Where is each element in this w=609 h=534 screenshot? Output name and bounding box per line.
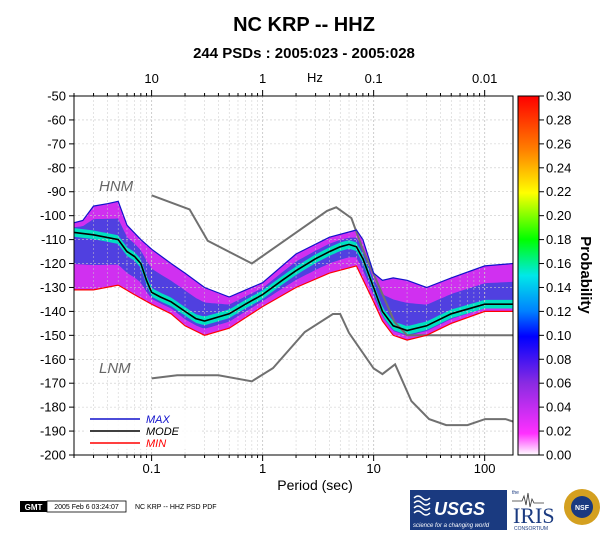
x-tick-label: 1 bbox=[259, 461, 266, 476]
plot-frame bbox=[73, 95, 514, 456]
iris-logo: the IRIS CONSORTIUM bbox=[512, 490, 555, 532]
lnm-label: LNM bbox=[99, 360, 131, 377]
legend-mode-label: MODE bbox=[146, 426, 180, 438]
y-tick-label: -70 bbox=[47, 136, 66, 151]
colorbar-tick-label: 0.12 bbox=[546, 304, 571, 319]
colorbar-tick-label: 0.04 bbox=[546, 400, 571, 415]
top-tick-label: 1 bbox=[259, 71, 266, 86]
colorbar-tick-label: 0.06 bbox=[546, 376, 571, 391]
top-tick-label: 0.1 bbox=[365, 71, 383, 86]
legend-min-label: MIN bbox=[146, 438, 166, 450]
seismogram-icon bbox=[512, 492, 544, 508]
max-line bbox=[74, 200, 513, 298]
lnm-line bbox=[151, 313, 513, 427]
x-axis-label: Period (sec) bbox=[277, 477, 352, 493]
colorbar-tick-label: 0.26 bbox=[546, 136, 571, 151]
y-tick-label: -50 bbox=[47, 89, 66, 104]
y-tick-label: -190 bbox=[40, 424, 66, 439]
colorbar-tick-label: 0.08 bbox=[546, 352, 571, 367]
iris-wordmark: IRIS bbox=[513, 503, 555, 528]
nsf-seal-inner bbox=[571, 496, 593, 518]
colorbar-tick-label: 0.24 bbox=[546, 160, 571, 175]
colorbar-tick-label: 0.20 bbox=[546, 208, 571, 223]
top-tick-label: 0.01 bbox=[472, 71, 497, 86]
y-tick-label: -140 bbox=[40, 304, 66, 319]
density-mode-band bbox=[74, 228, 513, 335]
chart-title: NC KRP -- HHZ bbox=[233, 14, 375, 36]
colorbar bbox=[517, 95, 540, 456]
footer-caption: NC KRP -- HHZ PSD PDF bbox=[135, 504, 217, 511]
x-tick-label: 0.1 bbox=[143, 461, 161, 476]
min-line bbox=[74, 265, 513, 341]
colorbar-tick-label: 0.00 bbox=[546, 448, 571, 463]
mode-line bbox=[74, 231, 513, 332]
y-tick-label: -80 bbox=[47, 160, 66, 175]
nsf-wordmark: NSF bbox=[575, 505, 590, 512]
colorbar-tick-label: 0.28 bbox=[546, 112, 571, 127]
y-tick-label: -200 bbox=[40, 448, 66, 463]
iris-prefix: the bbox=[512, 490, 519, 496]
y-tick-label: -130 bbox=[40, 280, 66, 295]
colorbar-label: Probability bbox=[577, 236, 594, 314]
probability-density bbox=[74, 201, 513, 340]
usgs-wordmark: USGS bbox=[434, 499, 485, 519]
iris-consortium: CONSORTIUM bbox=[514, 526, 548, 532]
nsf-logo: NSF bbox=[564, 489, 600, 525]
footer: GMT 2005 Feb 6 03:24:07 NC KRP -- HHZ PS… bbox=[20, 500, 217, 513]
hnm-label: HNM bbox=[99, 178, 134, 195]
top-tick-label: 10 bbox=[144, 71, 158, 86]
y-tick-label: -60 bbox=[47, 112, 66, 127]
top-axis-label: Hz bbox=[307, 70, 323, 85]
gmt-logo: GMT bbox=[25, 503, 43, 512]
plot-grid bbox=[74, 96, 513, 455]
usgs-logo: USGS science for a changing world bbox=[410, 490, 507, 530]
usgs-wave-icon bbox=[413, 495, 431, 516]
gmt-logo-box bbox=[20, 501, 47, 512]
footer-timestamp: 2005 Feb 6 03:24:07 bbox=[54, 504, 119, 511]
legend-max-label: MAX bbox=[146, 414, 171, 426]
y-tick-label: -180 bbox=[40, 400, 66, 415]
series-lines bbox=[74, 194, 513, 427]
colorbar-tick-label: 0.16 bbox=[546, 256, 571, 271]
y-tick-label: -150 bbox=[40, 328, 66, 343]
usgs-tagline: science for a changing world bbox=[413, 523, 490, 529]
chart-subtitle: 244 PSDs : 2005:023 - 2005:028 bbox=[193, 45, 415, 62]
y-tick-label: -110 bbox=[41, 232, 66, 247]
colorbar-tick-label: 0.02 bbox=[546, 424, 571, 439]
colorbar-ticks: 0.30 0.28 0.26 0.24 0.22 0.20 0.18 0.16 0.14 0.12… bbox=[539, 89, 571, 463]
colorbar-tick-label: 0.10 bbox=[546, 328, 571, 343]
x-tick-label: 10 bbox=[366, 461, 380, 476]
timestamp-box bbox=[46, 500, 127, 513]
legend: MAX MODE MIN bbox=[84, 412, 202, 450]
colorbar-tick-label: 0.22 bbox=[546, 184, 571, 199]
y-tick-label: -160 bbox=[40, 352, 66, 367]
colorbar-tick-label: 0.18 bbox=[546, 232, 571, 247]
y-tick-label: -170 bbox=[40, 376, 66, 391]
hnm-line bbox=[151, 194, 513, 337]
colorbar-tick-label: 0.30 bbox=[546, 89, 571, 104]
y-tick-label: -100 bbox=[40, 208, 66, 223]
y-tick-label: -90 bbox=[47, 184, 66, 199]
colorbar-tick-label: 0.14 bbox=[546, 280, 571, 295]
y-tick-label: -120 bbox=[40, 256, 66, 271]
x-tick-label: 100 bbox=[474, 461, 496, 476]
axis-ticks: -50 -60 -70 -80 -90 -100 -110 -120 -130 -140 -150 -… bbox=[40, 71, 497, 476]
